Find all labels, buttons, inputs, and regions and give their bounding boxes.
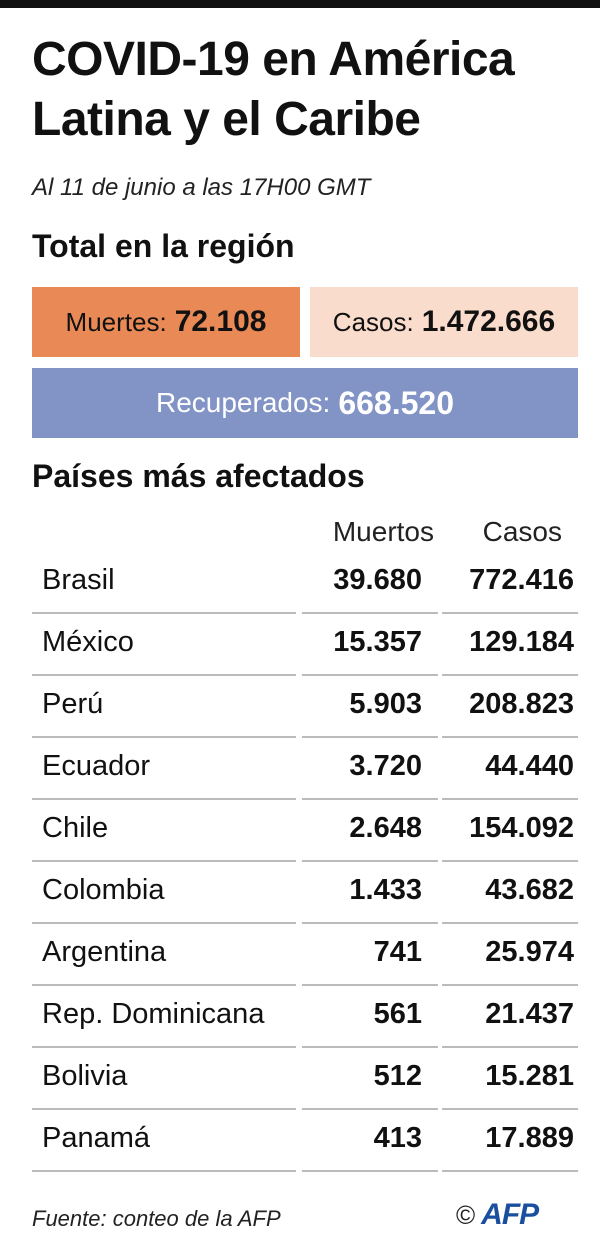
- row-divider: [442, 736, 578, 738]
- cases-count: 772.416: [469, 564, 574, 596]
- row-divider: [32, 674, 296, 676]
- region-heading: Total en la región: [32, 228, 295, 264]
- country-name: Perú: [42, 688, 104, 720]
- copyright-symbol: ©: [456, 1199, 476, 1230]
- cases-count: 25.974: [485, 936, 574, 968]
- row-divider: [442, 674, 578, 676]
- recovered-value: 668.520: [338, 384, 454, 421]
- row-divider: [302, 1046, 438, 1048]
- row-divider: [442, 798, 578, 800]
- row-divider: [442, 984, 578, 986]
- table-row: Rep. Dominicana 561 21.437: [32, 986, 578, 1048]
- cases-label: Casos:: [332, 306, 414, 337]
- cases-count: 154.092: [469, 812, 574, 844]
- date-subtitle: Al 11 de junio a las 17H00 GMT: [32, 174, 371, 201]
- row-divider: [32, 922, 296, 924]
- deaths-count: 561: [373, 998, 422, 1030]
- row-divider: [32, 612, 296, 614]
- row-divider: [302, 922, 438, 924]
- row-divider: [302, 1108, 438, 1110]
- row-divider: [32, 860, 296, 862]
- table-row: Ecuador 3.720 44.440: [32, 738, 578, 800]
- column-header-cases: Casos: [482, 516, 562, 547]
- row-divider: [32, 798, 296, 800]
- row-divider: [32, 1170, 296, 1172]
- afp-credit: © AFP: [456, 1198, 539, 1232]
- row-divider: [442, 612, 578, 614]
- cases-count: 43.682: [485, 874, 574, 906]
- table-row: Panamá 413 17.889: [32, 1110, 578, 1172]
- deaths-count: 5.903: [349, 688, 422, 720]
- cases-count: 17.889: [485, 1122, 574, 1154]
- row-divider: [442, 922, 578, 924]
- deaths-total-box: Muertes: 72.108: [32, 287, 300, 357]
- deaths-count: 1.433: [349, 874, 422, 906]
- table-row: Perú 5.903 208.823: [32, 676, 578, 738]
- countries-heading: Países más afectados: [32, 458, 365, 494]
- country-name: Brasil: [42, 564, 115, 596]
- country-name: Panamá: [42, 1122, 151, 1154]
- deaths-count: 15.357: [333, 626, 422, 658]
- cases-count: 129.184: [469, 626, 574, 658]
- recovered-total-box: Recuperados: 668.520: [32, 368, 578, 438]
- deaths-count: 3.720: [349, 750, 422, 782]
- row-divider: [302, 984, 438, 986]
- row-divider: [302, 798, 438, 800]
- cases-count: 15.281: [485, 1060, 574, 1092]
- row-divider: [302, 612, 438, 614]
- cases-count: 208.823: [469, 688, 574, 720]
- deaths-label: Muertes:: [65, 306, 167, 337]
- row-divider: [442, 860, 578, 862]
- row-divider: [32, 736, 296, 738]
- afp-logo: AFP: [481, 1198, 539, 1231]
- country-name: Chile: [42, 812, 109, 844]
- country-name: México: [42, 626, 134, 658]
- country-name: Argentina: [42, 936, 167, 968]
- cases-count: 21.437: [485, 998, 574, 1030]
- deaths-value: 72.108: [174, 305, 267, 338]
- deaths-count: 2.648: [349, 812, 422, 844]
- country-name: Bolivia: [42, 1060, 128, 1092]
- row-divider: [442, 1108, 578, 1110]
- deaths-count: 39.680: [333, 564, 422, 596]
- row-divider: [32, 1046, 296, 1048]
- country-name: Colombia: [42, 874, 165, 906]
- row-divider: [302, 674, 438, 676]
- top-rule: [0, 0, 600, 8]
- table-row: Colombia 1.433 43.682: [32, 862, 578, 924]
- column-header-deaths: Muertos: [332, 516, 434, 547]
- row-divider: [32, 984, 296, 986]
- table-row: Argentina 741 25.974: [32, 924, 578, 986]
- row-divider: [302, 1170, 438, 1172]
- country-name: Ecuador: [42, 750, 151, 782]
- cases-total-box: Casos: 1.472.666: [310, 287, 578, 357]
- table-row: Brasil 39.680 772.416: [32, 552, 578, 614]
- deaths-count: 741: [373, 936, 422, 968]
- deaths-count: 413: [373, 1122, 422, 1154]
- row-divider: [442, 1170, 578, 1172]
- table-row: Chile 2.648 154.092: [32, 800, 578, 862]
- cases-count: 44.440: [485, 750, 574, 782]
- table-row: México 15.357 129.184: [32, 614, 578, 676]
- row-divider: [302, 860, 438, 862]
- row-divider: [442, 1046, 578, 1048]
- page-title: COVID-19 en América Latina y el Caribe: [32, 33, 515, 146]
- source-note: Fuente: conteo de la AFP: [32, 1206, 281, 1231]
- recovered-label: Recuperados:: [155, 387, 331, 418]
- deaths-count: 512: [373, 1060, 422, 1092]
- row-divider: [302, 736, 438, 738]
- row-divider: [32, 1108, 296, 1110]
- country-name: Rep. Dominicana: [42, 998, 265, 1030]
- table-row: Bolivia 512 15.281: [32, 1048, 578, 1110]
- countries-table: Brasil 39.680 772.416 México 15.357 129.184 Pe…: [32, 552, 578, 1172]
- cases-value: 1.472.666: [421, 305, 556, 338]
